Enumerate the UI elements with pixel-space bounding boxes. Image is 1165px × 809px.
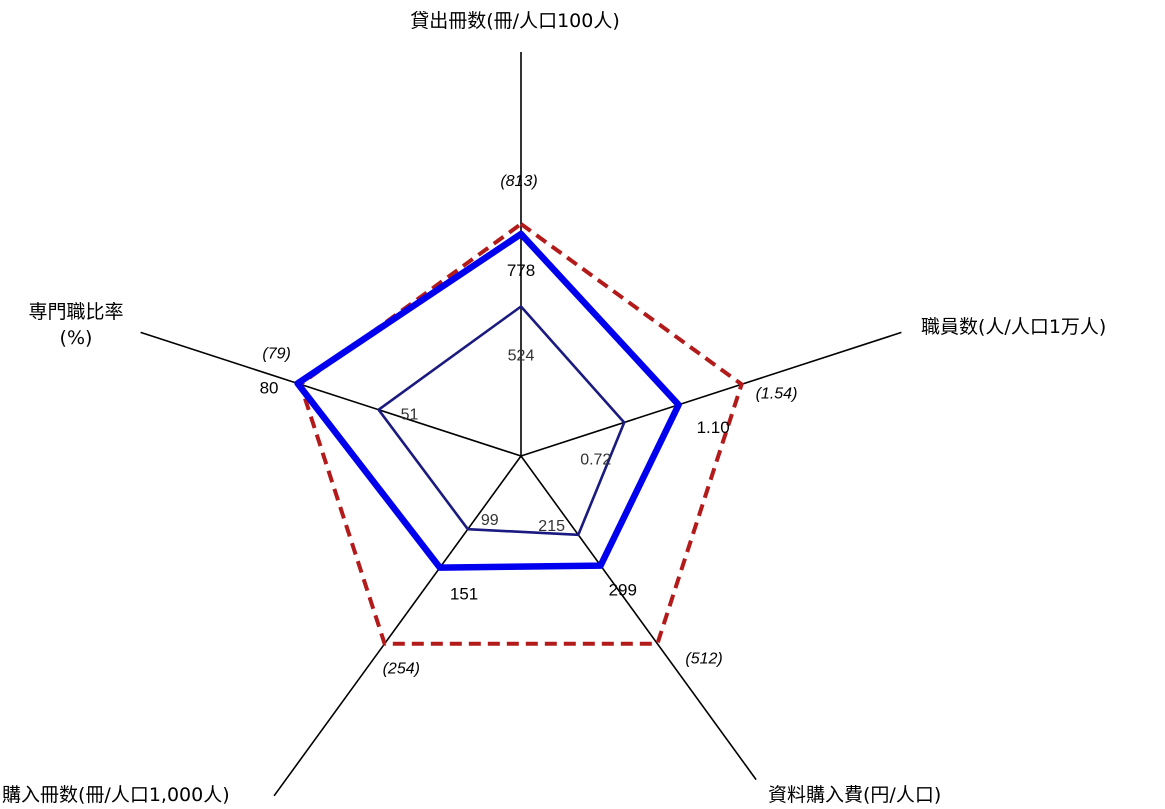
axis-line-3 <box>273 455 522 797</box>
axis-title-3: 購入冊数(冊/人口1,000人) <box>2 784 230 806</box>
axis-title-0: 貸出冊数(冊/人口100人) <box>410 10 620 32</box>
value-label-dashed-3: (254) <box>383 661 420 678</box>
axis-title-2: 資料購入費(円/人口) <box>768 784 941 806</box>
value-label-solid-thin-3: 99 <box>481 512 499 529</box>
value-label-solid-thin-1: 0.72 <box>580 452 611 469</box>
value-label-solid-thick-3: 151 <box>450 585 478 604</box>
value-label-dashed-2: (512) <box>685 651 722 668</box>
axis-title-4-line-1: (%) <box>60 327 93 349</box>
value-label-dashed-0: (813) <box>500 173 537 190</box>
value-label-solid-thin-2: 215 <box>538 518 565 535</box>
value-label-solid-thick-2: 299 <box>609 581 637 600</box>
axis-line-1 <box>520 331 902 457</box>
value-label-solid-thin-0: 524 <box>508 348 535 365</box>
axis-line-2 <box>520 455 757 781</box>
axis-title-1: 職員数(人/人口1万人) <box>921 316 1106 338</box>
axis-line-4 <box>140 331 522 457</box>
axis-title-4-line-0: 専門職比率 <box>28 301 123 323</box>
value-label-solid-thick-1: 1.10 <box>697 418 730 437</box>
series-polygon-solid-thin <box>377 305 626 537</box>
value-label-dashed-4: (79) <box>262 345 290 362</box>
value-label-dashed-1: (1.54) <box>756 385 798 402</box>
series-polygon-solid-thick <box>294 230 682 571</box>
value-label-solid-thin-4: 51 <box>401 407 419 424</box>
value-label-solid-thick-0: 778 <box>507 261 535 280</box>
value-label-solid-thick-4: 80 <box>260 378 279 397</box>
